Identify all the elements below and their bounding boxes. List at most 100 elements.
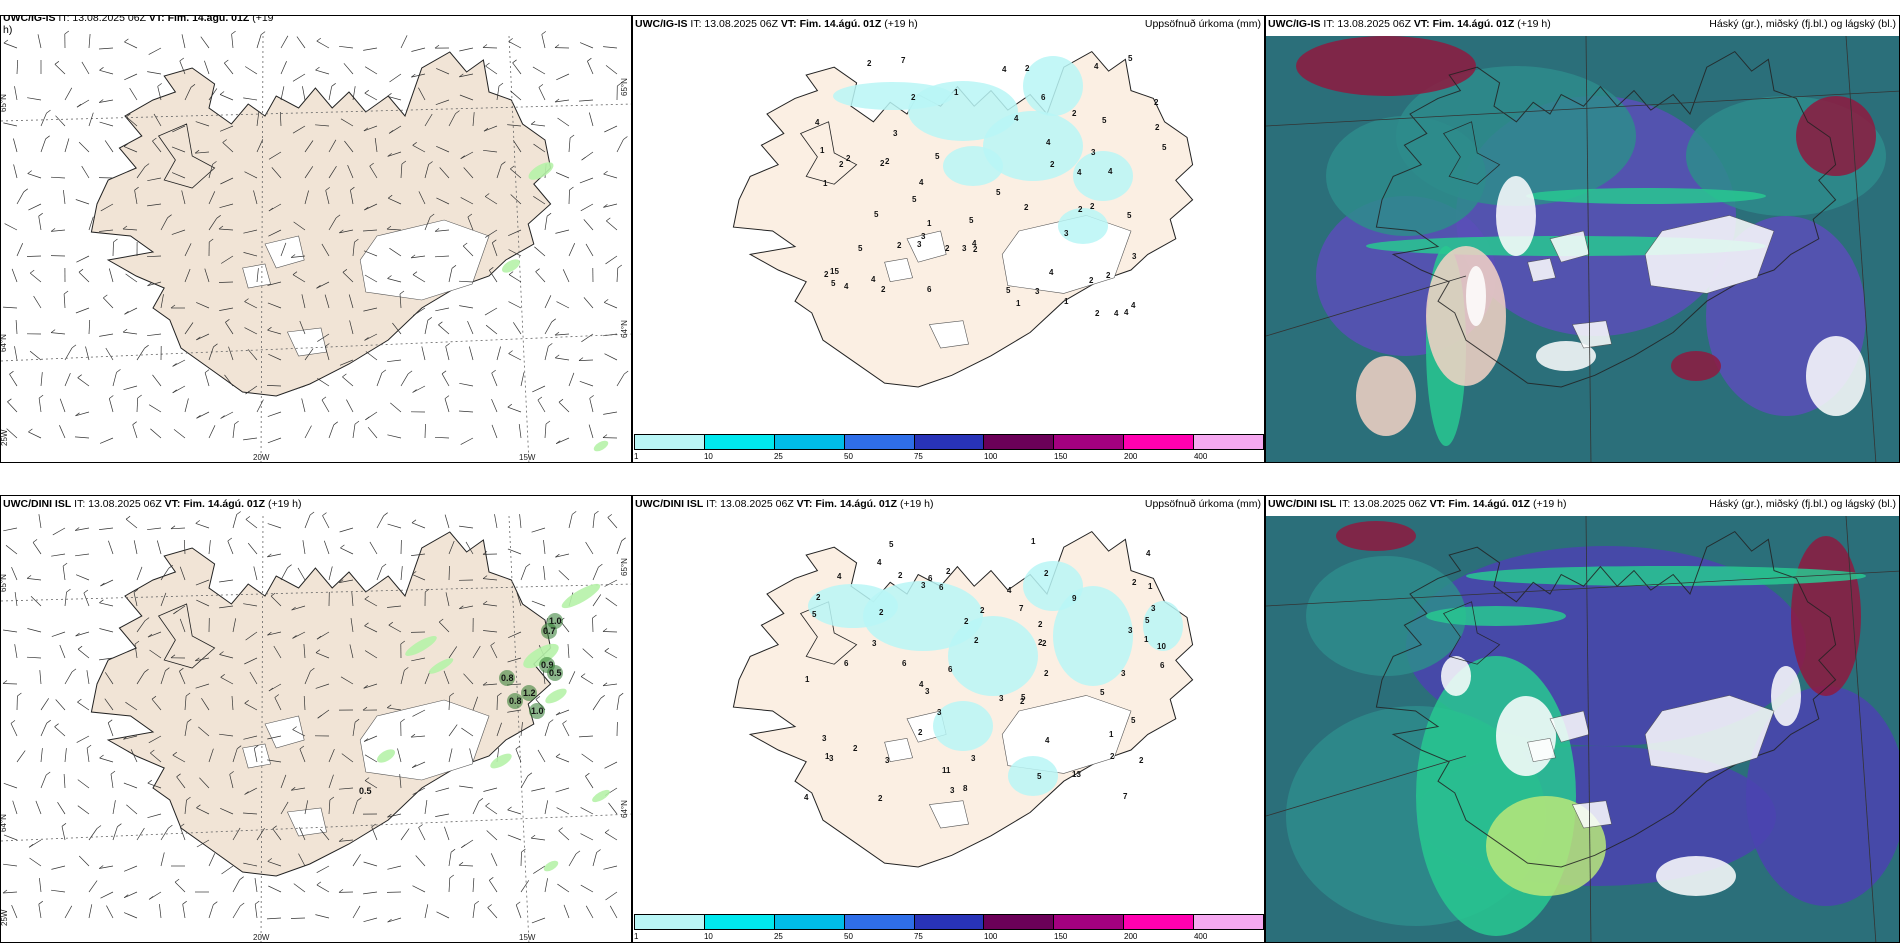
glacier-1 bbox=[1644, 695, 1775, 774]
wind-barb bbox=[6, 428, 18, 439]
wind-barb bbox=[352, 722, 356, 737]
wind-barb bbox=[232, 748, 238, 763]
wind-barb bbox=[125, 701, 138, 711]
wind-barb bbox=[195, 121, 210, 127]
wind-barb bbox=[291, 605, 306, 611]
wind-barb bbox=[99, 99, 114, 103]
wind-barb bbox=[580, 807, 594, 815]
wind-barb bbox=[304, 166, 314, 179]
wind-barb-flag bbox=[489, 877, 494, 881]
cloud-layer-3-1 bbox=[1466, 566, 1866, 586]
wind-barb-flag bbox=[272, 825, 277, 830]
wind-barb bbox=[160, 294, 164, 309]
colorbar-tick: 200 bbox=[1124, 932, 1138, 941]
wind-barb bbox=[75, 574, 90, 581]
wind-barb bbox=[328, 86, 333, 101]
wind-barb bbox=[54, 64, 66, 75]
precip-area-4 bbox=[1073, 151, 1133, 201]
lead-time: (+19 h) bbox=[881, 18, 918, 30]
clouds-map-dini bbox=[1266, 515, 1899, 942]
wind-barb-flag bbox=[412, 312, 418, 316]
iceland-landmass bbox=[90, 531, 552, 877]
wind-barb-flag bbox=[364, 595, 370, 600]
wind-barb-flag bbox=[535, 268, 540, 272]
wind-barb bbox=[219, 203, 234, 209]
wind-barb bbox=[219, 579, 234, 583]
wind-barb bbox=[459, 525, 474, 529]
wind-barb bbox=[292, 274, 306, 283]
wind-barb bbox=[563, 904, 570, 919]
wind-barb-flag bbox=[507, 806, 512, 811]
wind-barb-flag bbox=[428, 161, 433, 165]
wind-barb-flag bbox=[187, 718, 192, 723]
clouds-panel-title: UWC/IG-IS IT: 13.08.2025 06Z VT: Fim. 14… bbox=[1268, 18, 1551, 30]
wind-barb bbox=[200, 36, 210, 49]
wind-barb bbox=[472, 696, 479, 711]
wind-barb bbox=[179, 826, 186, 841]
wind-barb bbox=[533, 143, 546, 153]
precip-value: 5 bbox=[858, 244, 863, 253]
wind-barb bbox=[181, 190, 186, 205]
glacier-0 bbox=[1549, 230, 1590, 263]
lat-line-65 bbox=[1, 583, 631, 602]
wind-barb bbox=[387, 151, 402, 157]
wind-barb bbox=[172, 754, 186, 763]
wind-barb-flag bbox=[387, 275, 392, 279]
wind-barb bbox=[148, 47, 162, 55]
wind-barb bbox=[184, 695, 187, 711]
lead-time: (+19 h) bbox=[897, 498, 934, 510]
wind-barb bbox=[181, 34, 186, 49]
wind-barb-flag bbox=[618, 692, 624, 697]
precip-value: 4 bbox=[919, 680, 924, 689]
precip-value: 10 bbox=[1157, 642, 1166, 651]
wind-barb bbox=[266, 385, 282, 387]
wind-barbs bbox=[2, 510, 626, 924]
precip-value: 3 bbox=[1128, 626, 1133, 635]
wind-barb-flag bbox=[144, 617, 150, 621]
precip-value: 4 bbox=[804, 793, 809, 802]
wind-barb bbox=[14, 346, 18, 361]
wind-barb bbox=[182, 904, 186, 919]
westfjords bbox=[799, 121, 858, 185]
colorbar-tick: 200 bbox=[1124, 452, 1138, 461]
wind-barb bbox=[247, 349, 258, 361]
wind-barb bbox=[256, 34, 262, 49]
precip-area-7 bbox=[1143, 601, 1183, 651]
wind-barb bbox=[582, 648, 594, 659]
wind-barb bbox=[297, 567, 306, 581]
precip-value: 2 bbox=[1042, 639, 1047, 648]
cloud-layer-4-0 bbox=[1486, 796, 1606, 896]
wind-barb bbox=[609, 905, 618, 919]
wind-barb bbox=[99, 657, 114, 661]
wind-barb bbox=[99, 602, 114, 607]
precip-value: 3 bbox=[917, 240, 922, 249]
wind-barb bbox=[29, 857, 42, 867]
wind-barb-flag bbox=[412, 271, 418, 275]
wind-barb-flag bbox=[474, 900, 480, 905]
wind-barb bbox=[299, 320, 306, 335]
wind-barb bbox=[136, 566, 143, 581]
wind-barb bbox=[124, 891, 138, 899]
wind-barb bbox=[147, 177, 162, 182]
lat-label-right: 65°N bbox=[620, 78, 629, 96]
wind-barb bbox=[16, 750, 26, 763]
wind-barb bbox=[39, 670, 42, 685]
wind-barb bbox=[531, 837, 546, 841]
wind-barb bbox=[578, 99, 594, 102]
wind-barb bbox=[136, 672, 145, 685]
precip-value: 6 bbox=[948, 665, 953, 674]
precip-panel-dini: 6 4 3 4 2 3 2 6 3 4 2 3 3 7 4 2 1 5 10 2 3 5 6 3 2 6 5 1 3 4 8 9 6 7 13 11 1… bbox=[632, 495, 1265, 943]
wind-barb-flag bbox=[596, 849, 601, 853]
graticule bbox=[1, 515, 631, 942]
wind-barb bbox=[88, 828, 98, 841]
wind-barb bbox=[244, 657, 258, 665]
wind-barb-flag bbox=[459, 605, 464, 610]
wind-barb bbox=[376, 515, 385, 529]
gust-area-2 bbox=[561, 583, 601, 609]
wind-barb-flag bbox=[292, 726, 297, 730]
wind-barb bbox=[296, 36, 306, 49]
wind-barb bbox=[136, 397, 139, 413]
wind-barb bbox=[77, 805, 90, 815]
wind-barb-flag bbox=[123, 736, 128, 740]
